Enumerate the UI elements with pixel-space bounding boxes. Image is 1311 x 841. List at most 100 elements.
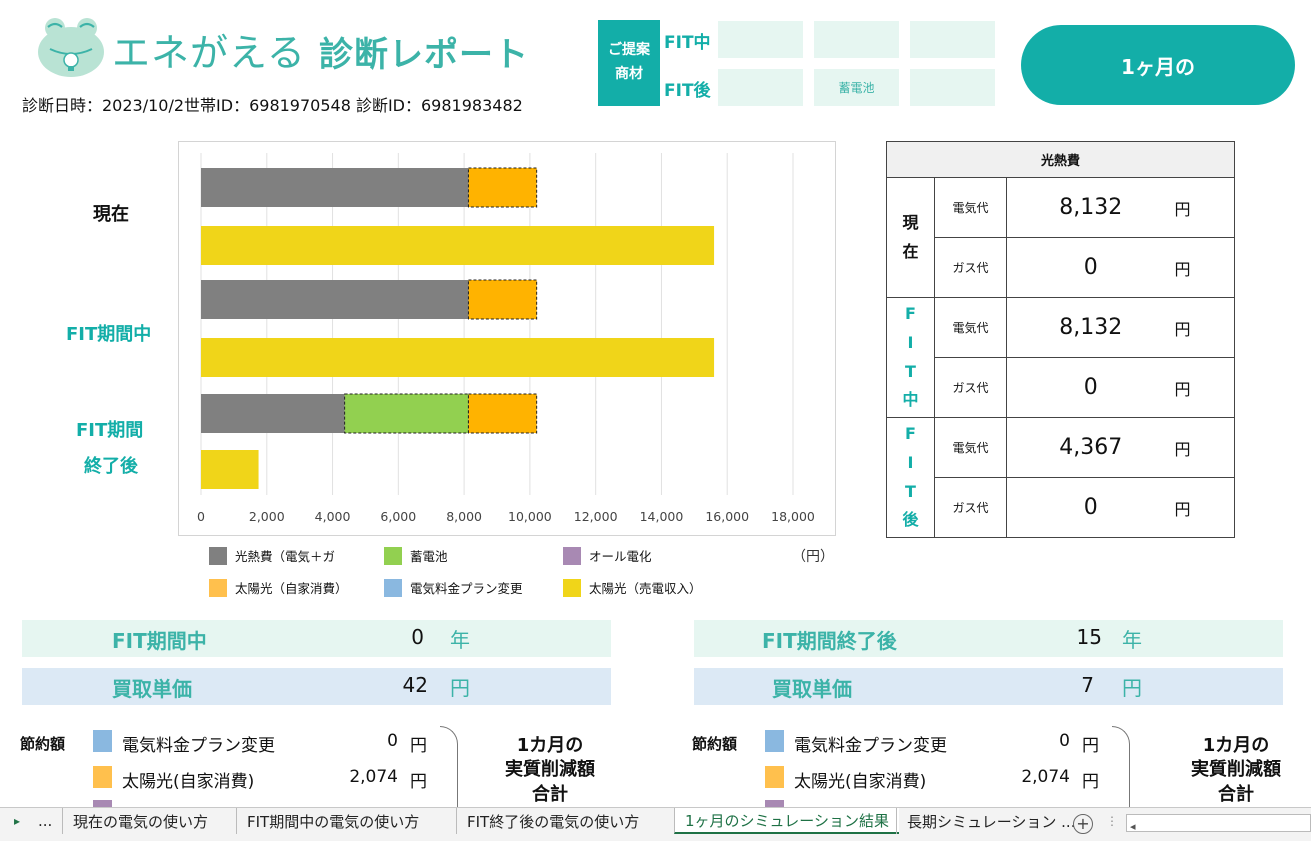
legend-swatch [384,578,402,597]
fit-after-item-2: 蓄電池 [814,69,899,106]
fit-during-label: FIT中 [664,33,711,53]
left-brace [440,726,458,816]
value-cell: 0 [1006,357,1175,418]
tab-fit-after-usage[interactable]: FIT終了後の電気の使い方 [456,808,649,834]
left-savings-swatch [93,766,112,788]
right-savings-item-unit: 円 [1082,736,1099,756]
legend-swatch [209,578,227,597]
right-total-block: 1カ月の 実質削減額 合計 [1176,734,1296,807]
right-period-band [694,620,1283,657]
left-total-block: 1カ月の 実質削減額 合計 [490,734,610,807]
right-savings-item-unit: 円 [1082,772,1099,792]
x-tick-label: 6,000 [380,509,416,524]
legend-swatch [563,546,581,565]
legend-item: オール電化 [563,546,652,565]
diagnosis-meta: 診断日時：2023/10/2世帯ID：6981970548 診断ID：69819… [22,96,523,115]
right-period-unit: 年 [1122,628,1142,652]
group-label-current: 現在 [93,204,129,225]
logo-text-light: エネがえる [112,31,306,75]
legend-label: 電気料金プラン変更 [410,581,523,596]
kind-cell: 電気代 [934,417,1007,478]
horizontal-scrollbar[interactable]: ◂ [1126,814,1311,833]
right-savings-swatch [765,800,784,807]
x-tick-label: 4,000 [315,509,351,524]
left-price-label: 買取単価 [112,677,192,701]
tab-scroll-next-icon[interactable]: ▸ [14,814,21,828]
bar-segment [201,338,715,377]
group-current: 現在 [886,177,935,298]
legend-label: オール電化 [589,549,652,564]
right-period-label: FIT期間終了後 [762,629,897,653]
right-brace [1112,726,1130,816]
bar-segment [201,168,469,207]
x-tick-label: 10,000 [508,509,552,524]
value-cell: 8,132 [1006,297,1175,358]
value-cell: 4,367 [1006,417,1175,478]
more-icon[interactable]: ⋮ [1106,814,1118,828]
kind-cell: 電気代 [934,177,1007,238]
unit-cell: 円 [1174,417,1235,478]
bar-segment [467,393,538,434]
proposal-label: ご提案 商材 [598,20,660,106]
left-price-unit: 円 [450,676,470,700]
right-price-unit: 円 [1122,676,1142,700]
right-savings-swatch [765,766,784,788]
right-price-band [694,668,1283,705]
x-tick-label: 14,000 [640,509,684,524]
legend-swatch [563,578,581,597]
tab-ellipsis[interactable]: ... [38,812,53,830]
logo-text-bold: 診断レポート [318,35,529,75]
tab-monthly-simulation[interactable]: 1ヶ月のシミュレーション結果 [674,808,899,834]
right-price-value: 7 [1081,673,1094,697]
left-savings-swatch [93,800,112,807]
legend-item: 光熱費（電気＋ガ [209,546,335,565]
proposal-label-line2: 商材 [615,66,643,82]
unit-cell: 円 [1174,237,1235,298]
period-button[interactable]: 1ヶ月の [1021,25,1295,105]
legend-item: 電気料金プラン変更 [384,578,523,597]
tab-long-simulation[interactable]: 長期シミュレーション ... [896,808,1085,834]
cost-table-title: 光熱費 [886,141,1235,178]
legend-label: 蓄電池 [410,549,448,564]
legend-item: 蓄電池 [384,546,448,565]
bar-segment [201,226,715,265]
left-savings-item-name: 電気料金プラン変更 [122,736,275,756]
value-cell: 0 [1006,477,1175,538]
x-tick-label: 18,000 [771,509,815,524]
scroll-left-icon[interactable]: ◂ [1130,820,1136,833]
value-cell: 8,132 [1006,177,1175,238]
frog-logo-icon [38,18,104,77]
bar-segment [201,394,345,433]
kind-cell: ガス代 [934,357,1007,418]
unit-cell: 円 [1174,357,1235,418]
proposal-label-line1: ご提案 [608,42,650,59]
left-savings-swatch [93,730,112,752]
value-cell: 0 [1006,237,1175,298]
left-total-line1: 1カ月の [516,735,584,756]
left-savings-item-name: 太陽光(自家消費) [122,772,255,792]
legend-label: 光熱費（電気＋ガ [235,549,336,564]
tab-fit-during-usage[interactable]: FIT期間中の電気の使い方 [236,808,429,834]
unit-cell: 円 [1174,177,1235,238]
left-savings-item-value: 0 [387,731,398,751]
right-savings-item-value: 0 [1059,731,1070,751]
x-tick-label: 16,000 [705,509,749,524]
right-savings-title: 節約額 [692,735,738,753]
sheet-tabs-bar: ▸ ... 現在の電気の使い方 FIT期間中の電気の使い方 FIT終了後の電気の… [0,807,1311,841]
tab-current-usage[interactable]: 現在の電気の使い方 [62,808,218,834]
left-period-unit: 年 [450,628,470,652]
kind-cell: ガス代 [934,237,1007,298]
kind-cell: 電気代 [934,297,1007,358]
x-tick-label: 2,000 [249,509,285,524]
left-period-value: 0 [411,625,424,649]
legend-label: 太陽光（自家消費） [235,581,348,596]
right-savings-item-name: 太陽光(自家消費) [794,772,927,792]
add-sheet-icon[interactable]: + [1073,814,1093,834]
bar-segment [201,450,259,489]
fit-after-label: FIT後 [664,81,711,101]
left-savings-item-unit: 円 [410,772,427,792]
left-savings-title: 節約額 [20,735,66,753]
left-savings-item-unit: 円 [410,736,427,756]
x-tick-label: 12,000 [574,509,618,524]
